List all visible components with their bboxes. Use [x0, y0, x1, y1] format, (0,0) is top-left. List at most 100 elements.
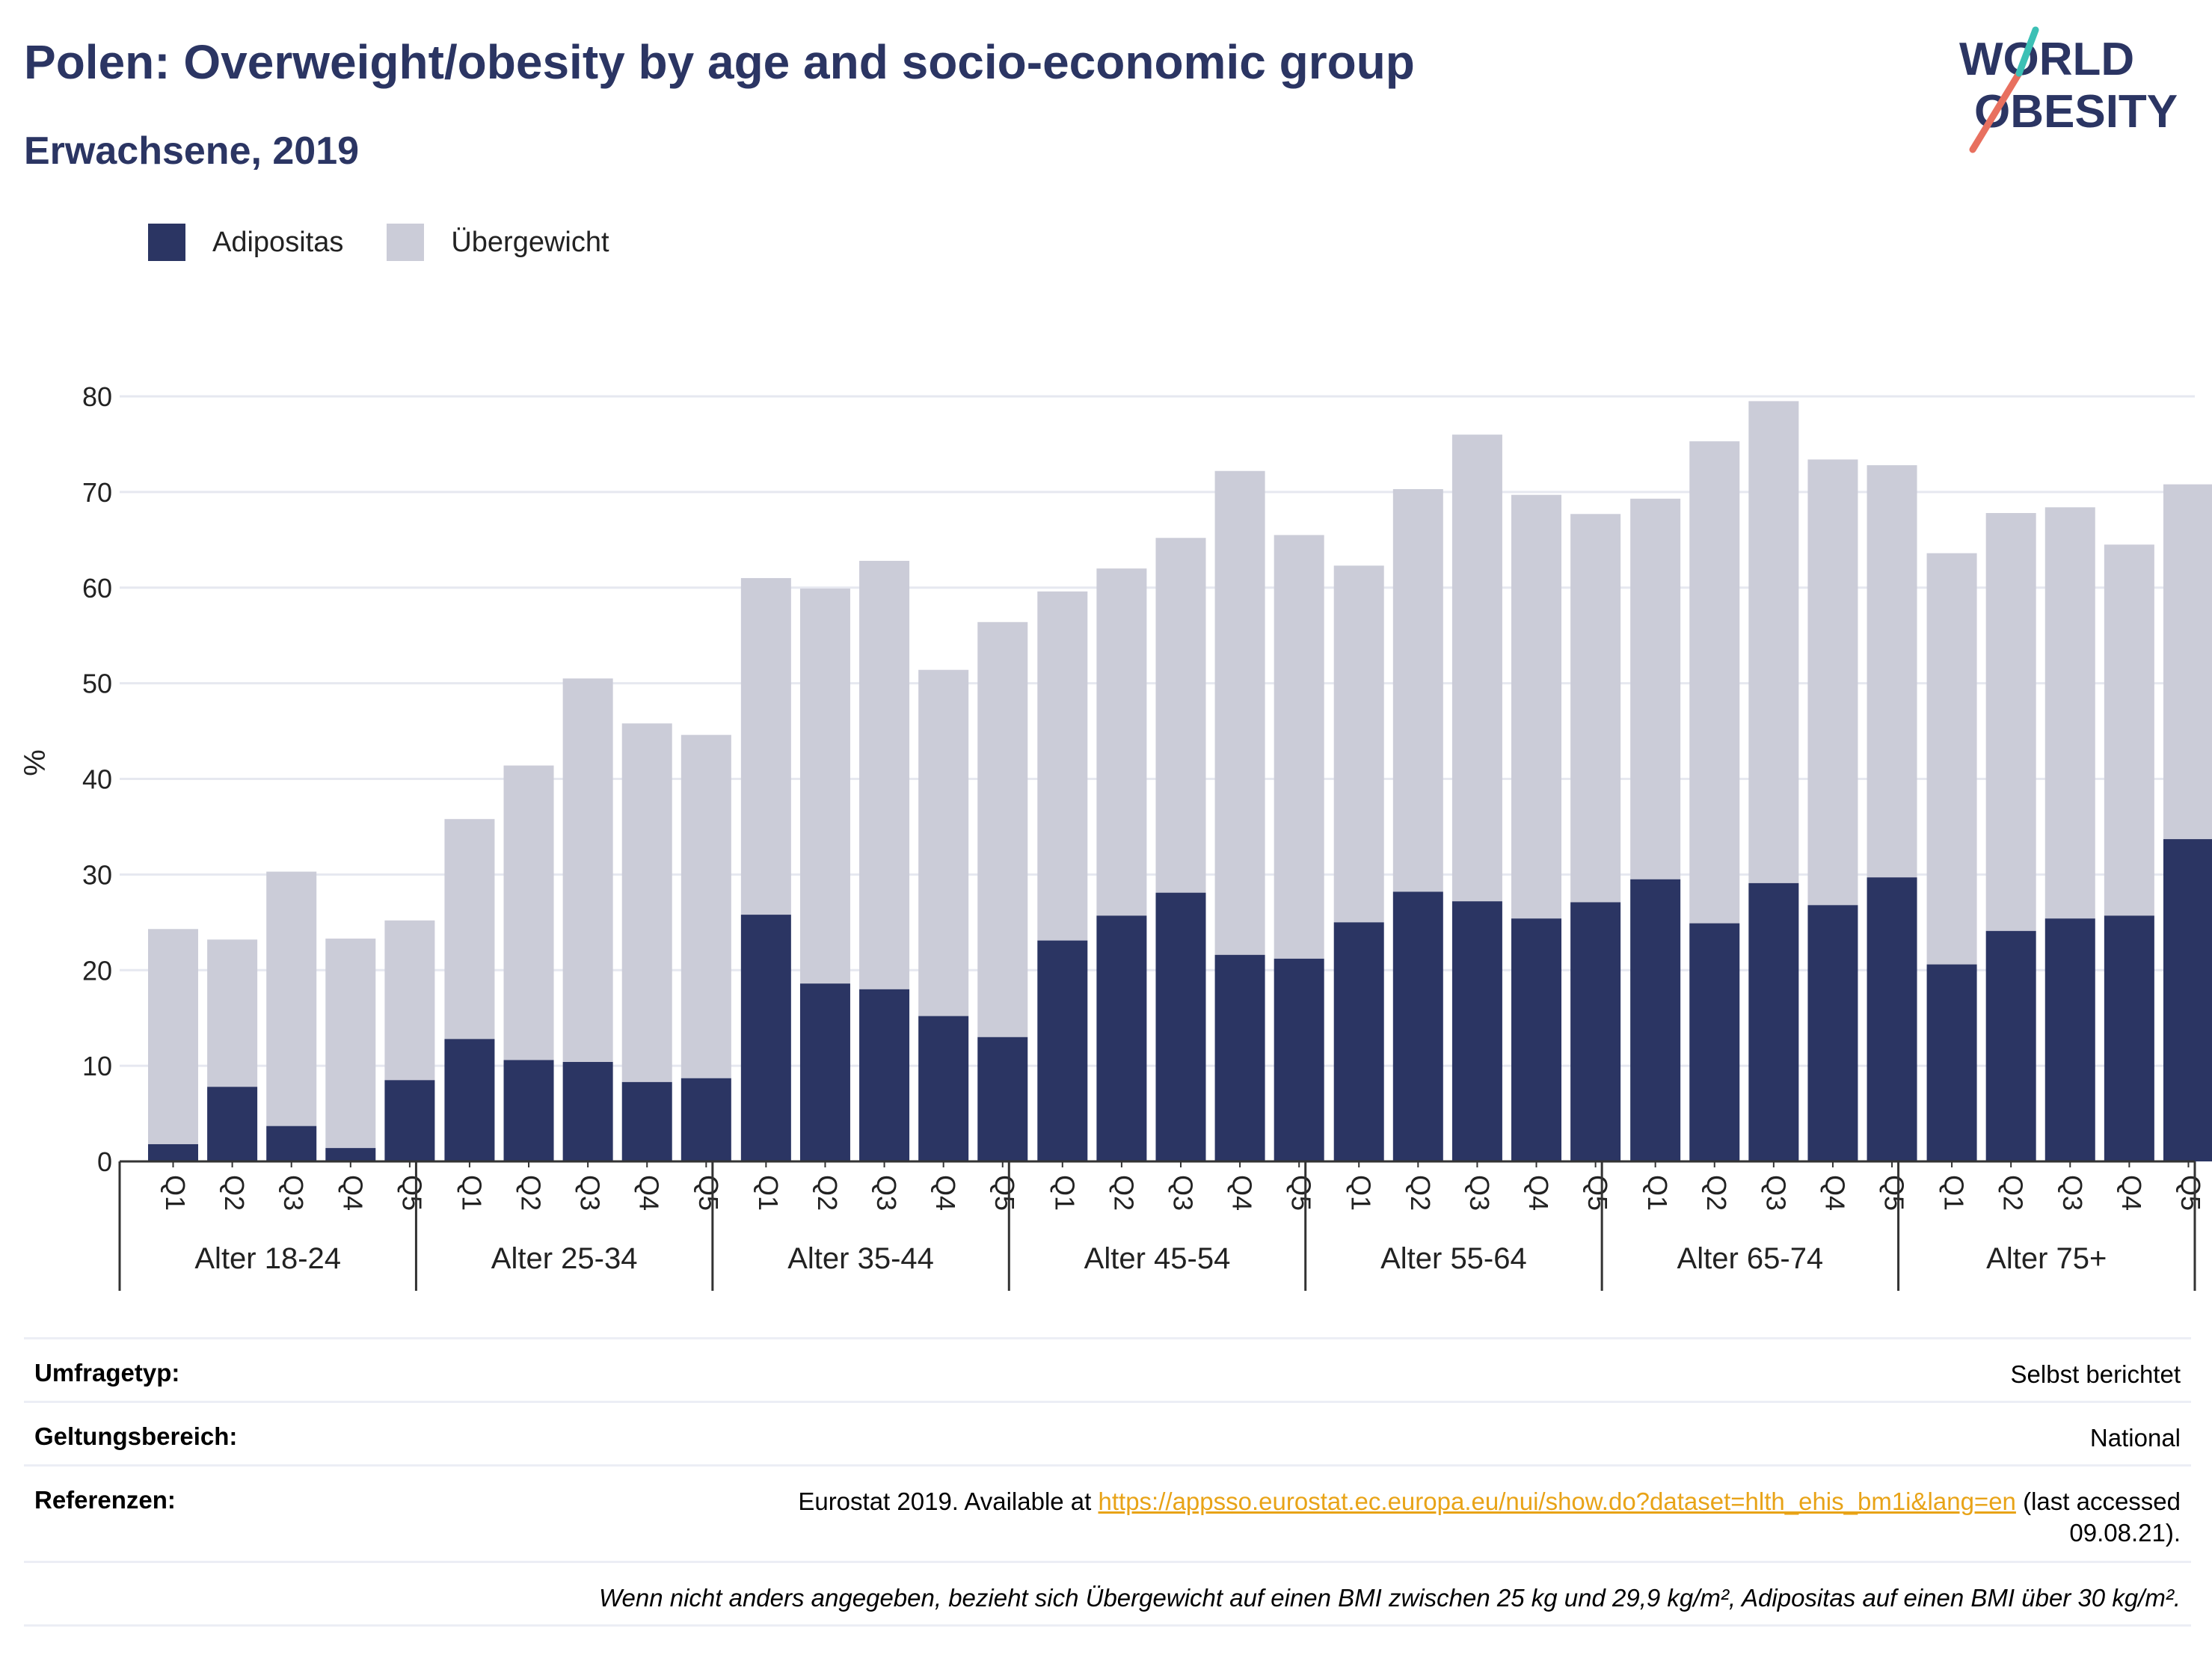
bar-overweight: [562, 678, 613, 1063]
info-row-note: Wenn nicht anders angegeben, bezieht sic…: [24, 1561, 2191, 1627]
bar-overweight: [207, 939, 258, 1087]
bar-obesity: [1807, 905, 1858, 1161]
chart-title: Polen: Overweight/obesity by age and soc…: [24, 35, 1415, 89]
bar-overweight: [977, 621, 1028, 1037]
bar-overweight: [266, 871, 317, 1126]
survey-type-value: Selbst berichtet: [2010, 1360, 2181, 1388]
x-tick-label: Q4: [1227, 1175, 1258, 1211]
x-tick-label: Q2: [1405, 1175, 1436, 1211]
x-tick-label: Q4: [337, 1175, 368, 1211]
x-tick-label: Q4: [930, 1175, 961, 1211]
chart-subtitle: Erwachsene, 2019: [24, 129, 360, 173]
x-tick-label: Q3: [1464, 1175, 1495, 1211]
bar-obesity: [2104, 915, 2154, 1161]
bar-obesity: [740, 915, 791, 1161]
x-tick-label: Q3: [871, 1175, 902, 1211]
group-label: Alter 45-54: [1084, 1242, 1231, 1275]
bar-obesity: [2163, 839, 2212, 1161]
x-tick-label: Q2: [812, 1175, 843, 1211]
bar-overweight: [621, 723, 672, 1082]
legend-label-obesity: Adipositas: [212, 226, 344, 258]
y-tick-label: 30: [82, 859, 112, 890]
bar-obesity: [621, 1081, 672, 1161]
group-label: Alter 75+: [1986, 1242, 2107, 1275]
bar-overweight: [1748, 401, 1799, 883]
x-tick-label: Q1: [1346, 1175, 1377, 1211]
coverage-label: Geltungsbereich:: [34, 1422, 238, 1450]
y-tick-label: 80: [82, 381, 112, 412]
bar-overweight: [1867, 465, 1917, 878]
x-tick-label: Q1: [1049, 1175, 1080, 1211]
bar-overweight: [503, 765, 554, 1060]
group-label: Alter 65-74: [1677, 1242, 1824, 1275]
bar-overweight: [1274, 535, 1324, 959]
bar-obesity: [2044, 918, 2095, 1161]
bar-obesity: [266, 1126, 317, 1161]
y-tick-label: 60: [82, 573, 112, 604]
x-tick-label: Q1: [160, 1175, 191, 1211]
bar-overweight: [1214, 470, 1265, 955]
x-tick-label: Q1: [456, 1175, 487, 1211]
logo-line-1: WORLD: [1959, 34, 2134, 85]
bar-overweight: [1037, 591, 1088, 941]
x-tick-label: Q3: [1167, 1175, 1198, 1211]
bar-obesity: [1570, 902, 1621, 1161]
legend-item-obesity[interactable]: Adipositas: [148, 224, 343, 261]
group-label: Alter 25-34: [491, 1242, 638, 1275]
bar-obesity: [1333, 922, 1384, 1161]
bar-obesity: [503, 1060, 554, 1161]
y-tick-label: 20: [82, 955, 112, 986]
bar-obesity: [1451, 901, 1502, 1161]
bar-overweight: [384, 920, 435, 1081]
logo-slash-red: [1969, 70, 2023, 153]
x-tick-label: Q2: [1108, 1175, 1139, 1211]
x-tick-label: Q1: [753, 1175, 784, 1211]
y-tick-label: 0: [97, 1146, 112, 1177]
x-tick-label: Q3: [1760, 1175, 1791, 1211]
x-tick-label: Q2: [516, 1175, 547, 1211]
references-value: Eurostat 2019. Available at https://apps…: [685, 1486, 2181, 1549]
bar-overweight: [1807, 459, 1858, 906]
group-label: Alter 35-44: [787, 1242, 934, 1275]
group-label: Alter 18-24: [194, 1242, 341, 1275]
info-row-survey-type: Umfragetyp: Selbst berichtet: [24, 1337, 2191, 1401]
x-tick-label: Q1: [1642, 1175, 1673, 1211]
bar-obesity: [1155, 892, 1206, 1161]
y-axis-label: %: [19, 749, 52, 776]
bar-obesity: [1096, 915, 1147, 1161]
legend-label-overweight: Übergewicht: [451, 226, 609, 258]
bar-overweight: [1096, 568, 1147, 916]
bar-overweight: [1333, 565, 1384, 923]
logo-slash-teal: [2015, 26, 2039, 77]
x-tick-label: Q4: [1819, 1175, 1850, 1211]
bar-obesity: [1689, 923, 1740, 1161]
legend-swatch-obesity: [148, 224, 185, 261]
bar-obesity: [325, 1148, 376, 1161]
bar-overweight: [1570, 514, 1621, 903]
legend-swatch-overweight: [387, 224, 425, 261]
x-tick-label: Q5: [1582, 1175, 1613, 1211]
bar-obesity: [799, 983, 850, 1161]
bmi-definition-note: Wenn nicht anders angegeben, bezieht sic…: [598, 1584, 2181, 1612]
x-tick-label: Q2: [1701, 1175, 1732, 1211]
references-prefix: Eurostat 2019. Available at: [798, 1487, 1099, 1515]
bar-obesity: [1274, 958, 1324, 1161]
y-tick-label: 50: [82, 669, 112, 699]
y-tick-label: 10: [82, 1051, 112, 1081]
references-label: Referenzen:: [34, 1486, 176, 1514]
bar-obesity: [1926, 964, 1977, 1161]
bar-overweight: [1392, 489, 1443, 892]
bar-obesity: [1511, 918, 1562, 1161]
bar-obesity: [859, 989, 910, 1161]
x-tick-label: Q3: [575, 1175, 606, 1211]
bar-overweight: [148, 929, 198, 1144]
legend-item-overweight[interactable]: Übergewicht: [387, 224, 609, 261]
references-link[interactable]: https://appsso.eurostat.ec.europa.eu/nui…: [1098, 1487, 2016, 1515]
bar-overweight: [444, 819, 495, 1040]
x-tick-label: Q2: [219, 1175, 250, 1211]
info-row-coverage: Geltungsbereich: National: [24, 1401, 2191, 1464]
bar-overweight: [1630, 498, 1681, 879]
bar-obesity: [562, 1062, 613, 1161]
survey-type-label: Umfragetyp:: [34, 1359, 180, 1387]
x-tick-label: Q5: [396, 1175, 427, 1211]
